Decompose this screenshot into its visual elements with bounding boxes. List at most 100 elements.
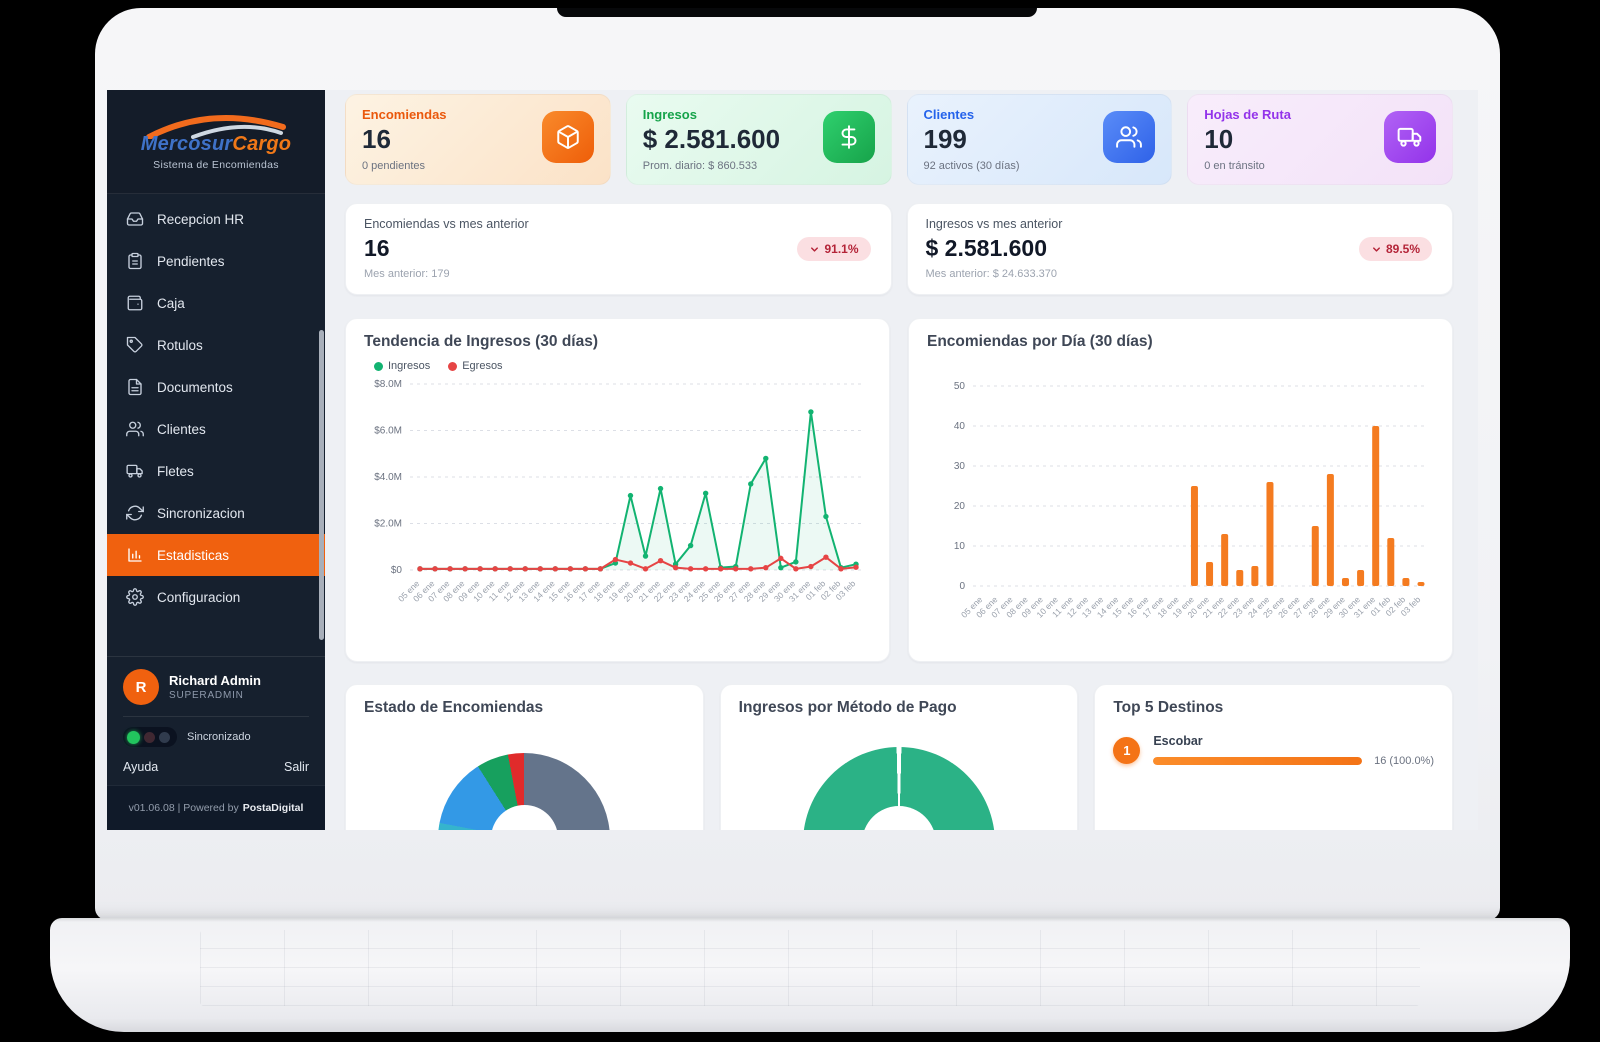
svg-text:$8.0M: $8.0M (374, 379, 402, 390)
stats-row: Encomiendas 16 0 pendientes Ingresos $ 2… (345, 94, 1453, 185)
users-icon (1103, 111, 1156, 163)
sidebar-item-configuracion[interactable]: Configuracion (107, 576, 325, 618)
stat-card-hojas-de-ruta[interactable]: Hojas de Ruta 10 0 en tránsito (1187, 94, 1453, 185)
svg-text:$0: $0 (391, 565, 403, 576)
top-destinos-card: Top 5 Destinos 1 Escobar 16 (100.0%) (1094, 684, 1454, 830)
stat-value: $ 2.581.600 (642, 124, 781, 154)
stat-card-clientes[interactable]: Clientes 199 92 activos (30 días) (906, 94, 1173, 185)
svg-text:40: 40 (954, 421, 966, 432)
divider (123, 716, 309, 717)
sidebar-item-label: Rotulos (157, 337, 203, 353)
sync-toggle[interactable] (123, 727, 177, 747)
version-brand: PostaDigital (242, 802, 304, 814)
estado-encomiendas-card: Estado de Encomiendas (345, 684, 704, 830)
destination-bar-fill (1153, 757, 1363, 765)
comparison-title: Encomiendas vs mes anterior (364, 217, 529, 231)
sidebar-scrollbar[interactable] (319, 330, 324, 640)
destination-list-item: 1 Escobar 16 (100.0%) (1113, 734, 1434, 767)
comparison-previous: Mes anterior: 179 (364, 268, 450, 280)
wallet-icon (126, 294, 144, 312)
sidebar-item-label: Pendientes (157, 253, 225, 269)
sidebar-item-pendientes[interactable]: Pendientes (107, 240, 325, 282)
comparison-card-encomiendas: Encomiendas vs mes anterior 16 Mes anter… (345, 203, 892, 295)
sidebar-item-caja[interactable]: Caja (107, 282, 325, 324)
sidebar-item-label: Configuracion (157, 589, 241, 605)
stat-card-ingresos[interactable]: Ingresos $ 2.581.600 Prom. diario: $ 860… (625, 94, 892, 185)
chart-legend: Ingresos Egresos (374, 360, 871, 372)
destination-value: 16 (100.0%) (1374, 755, 1435, 767)
chevron-down-icon (811, 246, 819, 252)
sync-icon (126, 504, 144, 522)
sidebar-item-estadisticas[interactable]: Estadisticas (107, 534, 325, 576)
help-link[interactable]: Ayuda (123, 760, 159, 774)
stat-title: Hojas de Ruta (1204, 107, 1291, 122)
estado-donut-chart (438, 753, 611, 830)
sidebar-item-label: Documentos (157, 379, 233, 395)
svg-text:50: 50 (954, 381, 966, 392)
comparison-value: 16 (364, 235, 390, 261)
stat-title: Ingresos (642, 107, 697, 122)
user-role: SUPERADMIN (169, 690, 244, 701)
footer-links: Ayuda Salir (123, 760, 309, 785)
brand-name: MercosurCargo (141, 133, 291, 156)
egresos-points (417, 554, 859, 572)
user-name: Richard Admin (169, 673, 261, 688)
legend-dot-icon (374, 361, 383, 371)
avatar: R (123, 669, 159, 705)
comparison-card-ingresos: Ingresos vs mes anterior $ 2.581.600 Mes… (906, 203, 1453, 295)
stat-title: Encomiendas (362, 107, 447, 122)
sync-row: Sincronizado (123, 727, 309, 747)
app-screen: MercosurCargo Sistema de Encomiendas Rec… (107, 90, 1478, 830)
user-row: R Richard Admin SUPERADMIN (123, 669, 309, 705)
sync-dot-green (127, 730, 140, 744)
svg-text:$6.0M: $6.0M (374, 426, 402, 437)
gear-icon (126, 588, 144, 606)
laptop-camera-notch (557, 8, 1037, 17)
stat-subtitle: Prom. diario: $ 860.533 (642, 160, 758, 172)
change-value: 89.5% (1385, 242, 1420, 256)
version-bar: v01.06.08 | Powered by PostaDigital (107, 785, 325, 830)
bar-chart-title: Encomiendas por Día (30 días) (927, 333, 1153, 350)
sidebar-item-label: Caja (157, 295, 185, 311)
svg-text:$2.0M: $2.0M (374, 519, 402, 530)
line-chart-title: Tendencia de Ingresos (30 días) (364, 333, 599, 350)
legend-item-egresos: Egresos (448, 360, 503, 372)
change-value: 91.1% (824, 242, 859, 256)
truck-icon (126, 462, 144, 480)
logout-link[interactable]: Salir (283, 760, 309, 774)
sidebar-item-documentos[interactable]: Documentos (107, 366, 325, 408)
laptop-keyboard-deck (50, 918, 1570, 1032)
sidebar-item-recepcion-hr[interactable]: Recepcion HR (107, 198, 325, 240)
version-text: v01.06.08 | Powered by (128, 802, 239, 814)
comparison-row: Encomiendas vs mes anterior 16 Mes anter… (345, 203, 1453, 295)
sidebar-item-clientes[interactable]: Clientes (107, 408, 325, 450)
legend-dot-icon (448, 361, 458, 371)
stat-card-encomiendas[interactable]: Encomiendas 16 0 pendientes (345, 94, 611, 185)
sidebar-item-label: Sincronizacion (157, 505, 245, 521)
sidebar: MercosurCargo Sistema de Encomiendas Rec… (107, 90, 325, 830)
svg-text:20: 20 (954, 501, 966, 512)
keyboard-keys (200, 930, 1420, 1006)
sidebar-item-sincronizacion[interactable]: Sincronizacion (107, 492, 325, 534)
sync-dot-red (144, 731, 155, 743)
stat-value: 10 (1204, 124, 1234, 154)
svg-text:$4.0M: $4.0M (374, 472, 402, 483)
sidebar-item-rotulos[interactable]: Rotulos (107, 324, 325, 366)
brand-secondary: Cargo (232, 132, 292, 155)
tag-icon (126, 336, 144, 354)
logo-swoosh-icon (146, 114, 286, 139)
users-icon (126, 420, 144, 438)
user-section: R Richard Admin SUPERADMIN Sincronizado … (107, 656, 325, 785)
stat-subtitle: 0 en tránsito (1204, 160, 1265, 172)
bar-chart-card: Encomiendas por Día (30 días) 0 10 20 30 40 5… (908, 318, 1453, 662)
inbox-icon (126, 210, 144, 228)
chart-icon (126, 546, 144, 564)
change-badge: 91.1% (797, 237, 871, 261)
sidebar-item-fletes[interactable]: Fletes (107, 450, 325, 492)
legend-label: Egresos (462, 360, 503, 372)
gridlines: 0 10 20 30 40 50 (954, 381, 1427, 592)
stat-title: Clientes (923, 107, 975, 122)
